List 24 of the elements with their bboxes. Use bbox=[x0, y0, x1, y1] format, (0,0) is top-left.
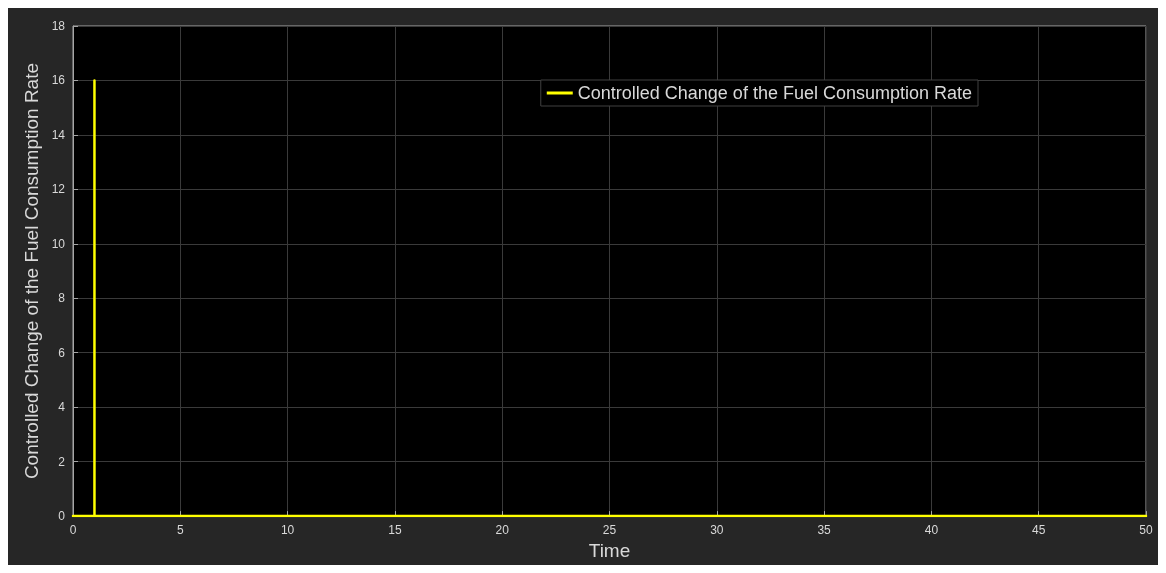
y-tick-label: 10 bbox=[51, 236, 66, 251]
y-tick-label: 2 bbox=[58, 454, 66, 469]
y-axis-title: Controlled Change of the Fuel Consumption Rate bbox=[20, 62, 42, 480]
y-tick-label: 16 bbox=[51, 73, 66, 88]
x-tick-label: 20 bbox=[495, 523, 510, 538]
x-tick-label: 35 bbox=[817, 523, 832, 538]
y-tick-label: 14 bbox=[51, 127, 66, 142]
x-tick-label: 15 bbox=[388, 523, 402, 538]
x-axis-title: Time bbox=[588, 540, 631, 561]
y-tick-label: 6 bbox=[58, 345, 66, 360]
y-tick-label: 0 bbox=[58, 509, 66, 524]
x-tick-label: 0 bbox=[69, 523, 77, 538]
x-tick-label: 40 bbox=[924, 523, 939, 538]
x-tick-label: 45 bbox=[1032, 523, 1046, 538]
x-tick-label: 50 bbox=[1139, 523, 1153, 538]
y-tick-label: 18 bbox=[51, 19, 66, 33]
x-tick-label: 10 bbox=[280, 523, 295, 538]
legend-label: Controlled Change of the Fuel Consumption Rate bbox=[577, 83, 972, 103]
y-tick-label: 8 bbox=[58, 291, 66, 306]
x-tick-label: 25 bbox=[602, 523, 617, 538]
y-tick-label: 4 bbox=[58, 400, 66, 415]
x-tick-label: 30 bbox=[710, 523, 724, 538]
x-tick-label: 5 bbox=[176, 523, 184, 538]
y-tick-label: 12 bbox=[51, 182, 66, 197]
